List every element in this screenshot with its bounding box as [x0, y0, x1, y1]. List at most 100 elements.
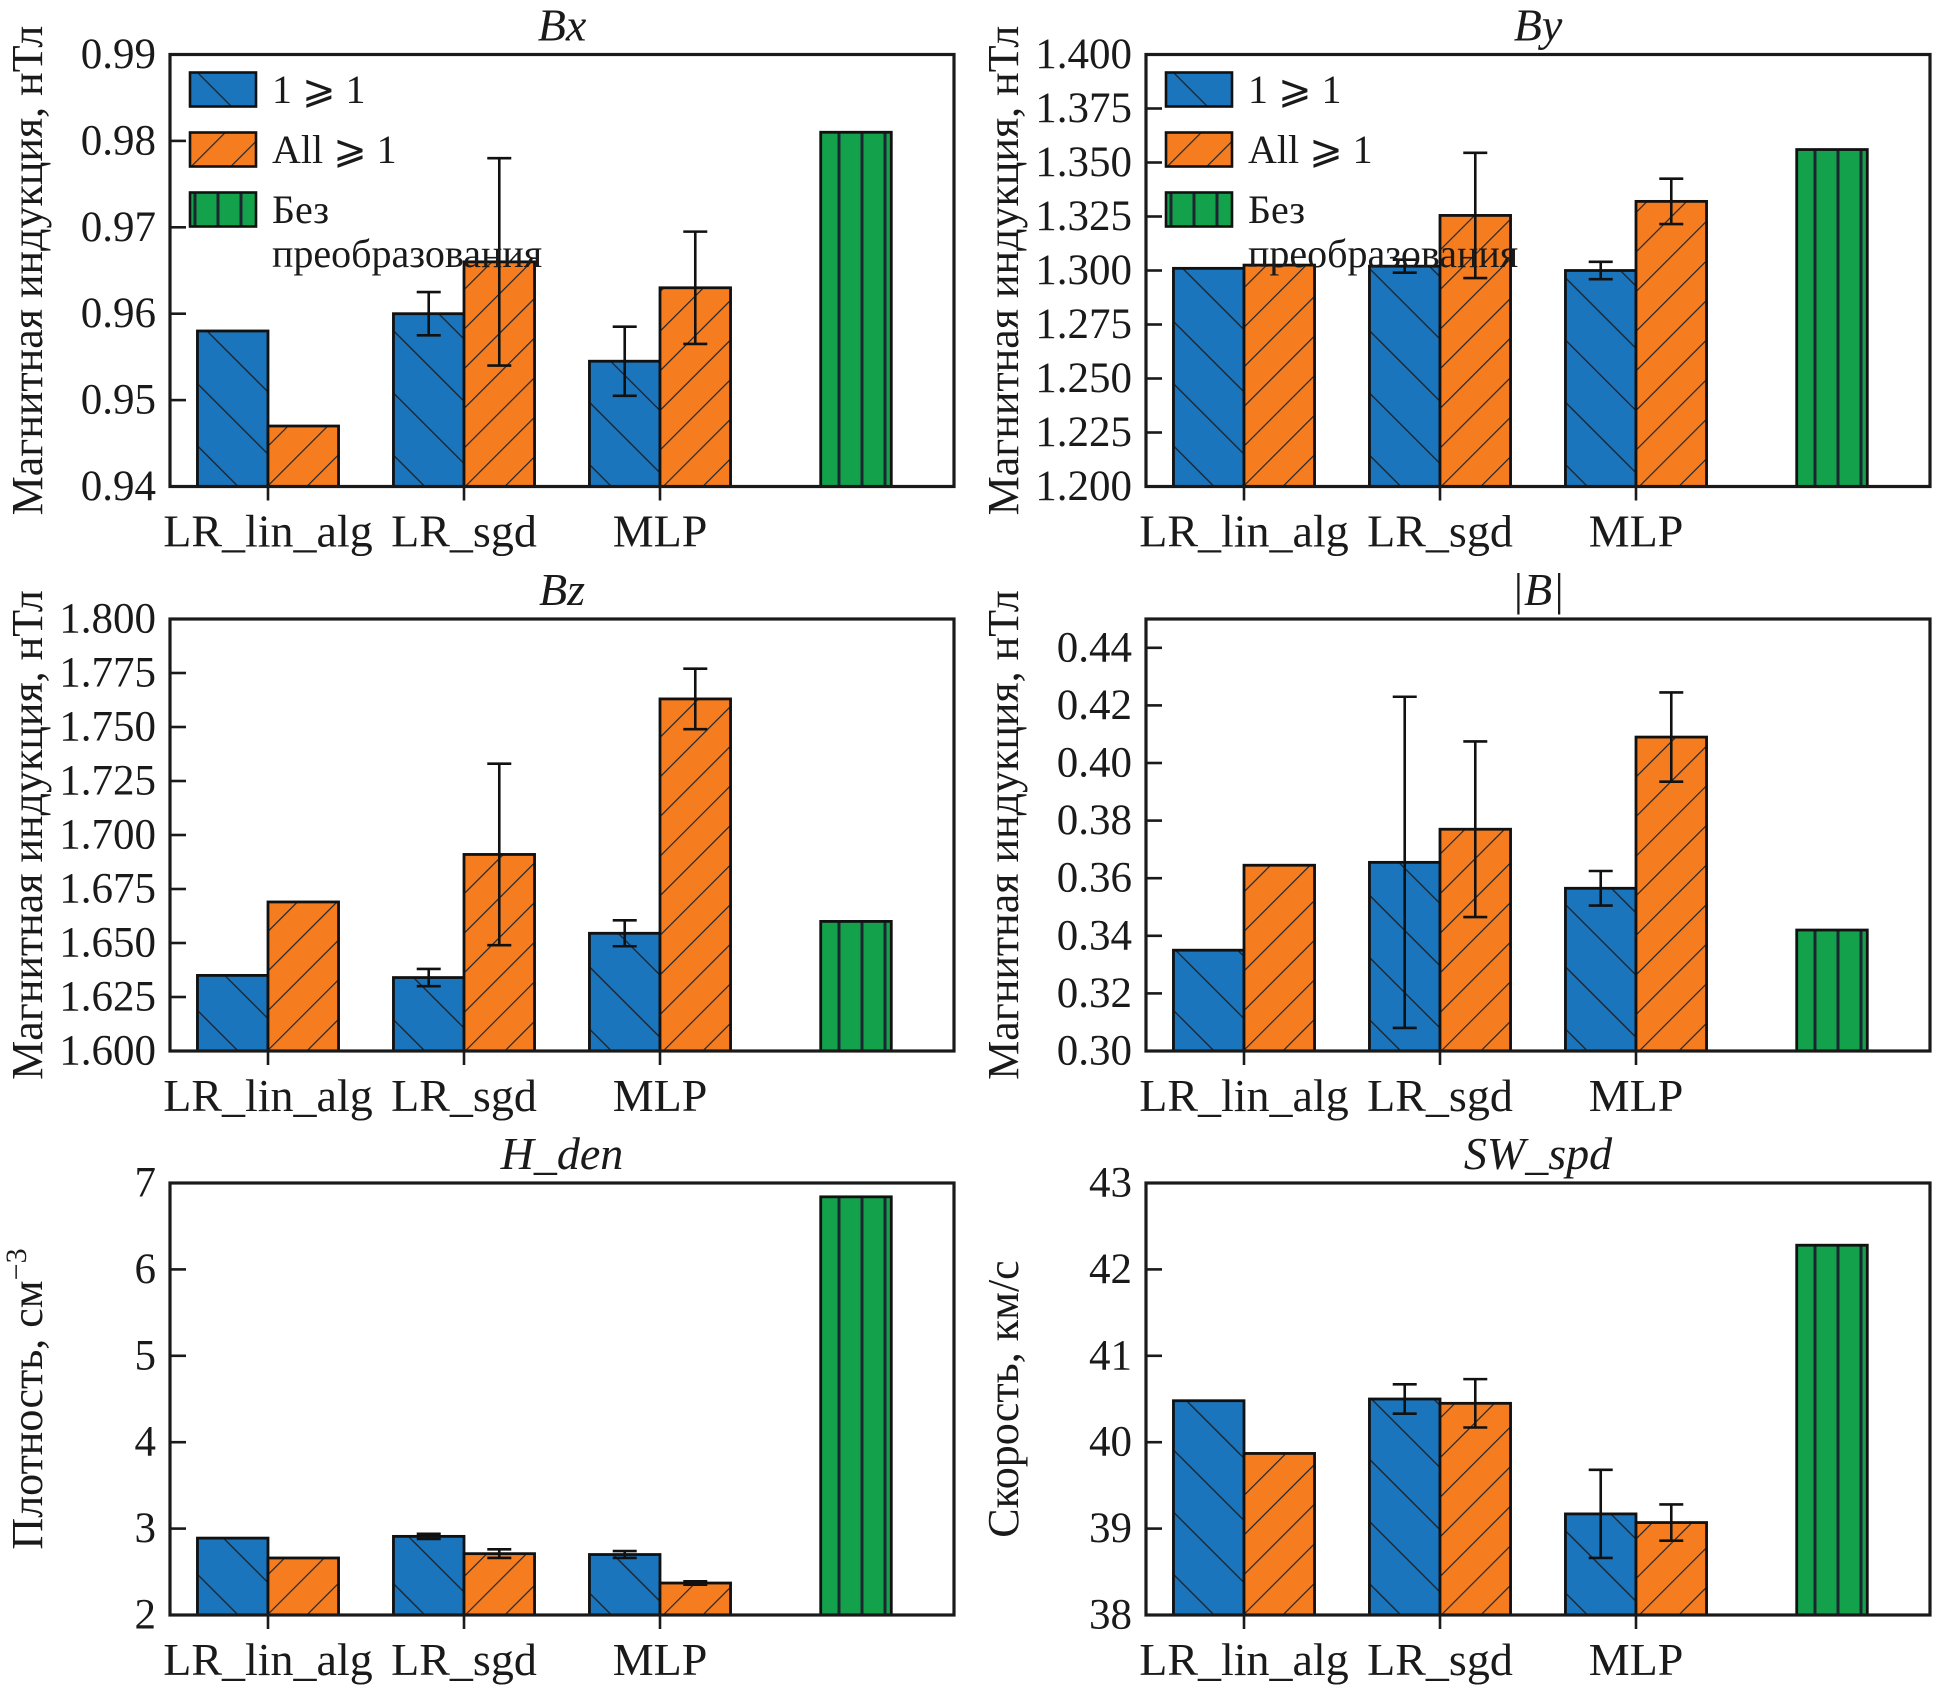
- chart-title: Bx: [538, 0, 587, 51]
- bar-orange-LR_lin_alg: [266, 424, 340, 488]
- svg-text:1.275: 1.275: [1035, 301, 1132, 348]
- bar-orange-MLP: [658, 286, 732, 488]
- x-ticks: LR_lin_alg LR_sgd MLP: [163, 1615, 707, 1685]
- bar-orange-LR_sgd: [1438, 1401, 1512, 1617]
- bar-blue-LR_sgd: [1368, 1397, 1442, 1617]
- chart-title: By: [1514, 0, 1563, 51]
- svg-text:3: 3: [135, 1505, 157, 1552]
- bar-blue-LR_lin_alg: [1172, 266, 1246, 488]
- bar-orange-LR_sgd: [1438, 214, 1512, 488]
- svg-text:0.32: 0.32: [1057, 970, 1132, 1017]
- error-bar: [683, 230, 708, 346]
- svg-text:38: 38: [1089, 1592, 1132, 1639]
- error-bar: [1392, 695, 1417, 1030]
- legend-label: All ⩾ 1: [1248, 127, 1373, 172]
- error-bar: [1392, 258, 1417, 274]
- bar-green-baseline: [1795, 928, 1869, 1053]
- error-bar: [1392, 1383, 1417, 1415]
- error-bar: [1659, 177, 1684, 226]
- x-category-label: LR_sgd: [391, 506, 537, 557]
- legend-label: Без: [272, 187, 329, 232]
- legend-label: All ⩾ 1: [272, 127, 397, 172]
- svg-text:0.99: 0.99: [81, 31, 156, 78]
- svg-text:7: 7: [135, 1160, 157, 1207]
- x-category-label: MLP: [613, 1634, 708, 1685]
- bar-orange-LR_lin_alg: [266, 1556, 340, 1617]
- bar-blue-LR_sgd: [392, 1534, 466, 1617]
- y-ticks: 1.200 1.225 1.250 1.275 1.300 1.325 1.350 1.375…: [1035, 31, 1162, 510]
- y-ticks: 0.30 0.32 0.34 0.36 0.38 0.40 0.42 0.44: [1057, 624, 1162, 1075]
- x-category-label: MLP: [1589, 506, 1684, 557]
- x-category-label: MLP: [1589, 1070, 1684, 1121]
- bar-orange-MLP: [658, 697, 732, 1053]
- bar-orange-MLP: [1634, 735, 1708, 1053]
- bar-orange-LR_lin_alg: [266, 900, 340, 1053]
- chart-sw-spd: SW_spd Скорость, км/с 38 39 40 41 42 43 LR_li: [976, 1129, 1952, 1693]
- svg-text:0.96: 0.96: [81, 290, 156, 337]
- x-category-label: MLP: [1589, 1634, 1684, 1685]
- axis-frame: [1144, 617, 1932, 1053]
- y-ticks: 1.600 1.625 1.650 1.675 1.700 1.725 1.750 1.775…: [59, 596, 186, 1075]
- legend-label: Без: [1248, 187, 1305, 232]
- x-category-label: LR_lin_alg: [163, 1070, 373, 1121]
- svg-text:1.675: 1.675: [59, 866, 156, 913]
- error-bar: [612, 325, 637, 398]
- y-ticks: 0.94 0.95 0.96 0.97 0.98 0.99: [81, 31, 186, 510]
- y-ticks: 2 3 4 5 6 7: [135, 1160, 186, 1639]
- error-bar: [487, 762, 512, 947]
- svg-text:5: 5: [135, 1332, 157, 1379]
- y-axis-title: Магнитная индукция, нТл: [979, 590, 1028, 1080]
- bar-blue-MLP: [588, 1553, 662, 1617]
- svg-text:0.30: 0.30: [1057, 1028, 1132, 1075]
- axis-frame: [168, 52, 956, 489]
- chart-title: H_den: [500, 1129, 624, 1179]
- x-ticks: LR_lin_alg LR_sgd MLP: [1139, 486, 1684, 557]
- svg-text:1.200: 1.200: [1035, 463, 1132, 510]
- bar-blue-LR_lin_alg: [1172, 1399, 1246, 1617]
- svg-text:1.800: 1.800: [59, 596, 156, 643]
- svg-text:1.725: 1.725: [59, 758, 156, 805]
- error-bar: [1463, 151, 1488, 280]
- x-category-label: LR_sgd: [1367, 1070, 1513, 1121]
- bar-green-baseline: [819, 919, 893, 1053]
- svg-text:0.38: 0.38: [1057, 797, 1132, 844]
- x-ticks: LR_lin_alg LR_sgd MLP: [163, 486, 707, 557]
- x-category-label: LR_lin_alg: [163, 1634, 373, 1685]
- bar-blue-MLP: [1564, 269, 1638, 488]
- legend-swatch-blue: [188, 71, 258, 108]
- by-plot: By Магнитная индукция, нТл 1.200 1.225 1.250…: [979, 0, 1932, 557]
- error-bar: [1463, 1377, 1488, 1429]
- chart-bz: Bz Магнитная индукция, нТл 1.600 1.625 1.650…: [0, 565, 976, 1129]
- chart-b-abs: |B| Магнитная индукция, нТл 0.30 0.32 0.34 0.…: [976, 565, 1952, 1129]
- error-bar: [416, 1532, 441, 1541]
- svg-text:42: 42: [1089, 1246, 1132, 1293]
- svg-text:1.225: 1.225: [1035, 409, 1132, 456]
- axis-frame: [168, 1181, 956, 1617]
- error-bar: [487, 156, 512, 367]
- error-bar: [1588, 260, 1613, 281]
- svg-text:0.40: 0.40: [1057, 740, 1132, 787]
- svg-text:1.400: 1.400: [1035, 31, 1132, 78]
- babs-plot: |B|Магнитная индукция, нТл 0.300.320.340.…: [979, 565, 1932, 1121]
- legend-label: 1 ⩾ 1: [1248, 67, 1342, 112]
- svg-text:1.300: 1.300: [1035, 247, 1132, 294]
- bar-blue-MLP: [588, 931, 662, 1053]
- error-bar: [487, 1548, 512, 1560]
- error-bar: [1588, 869, 1613, 907]
- chart-bx: Bx Магнитная индукция, нТл 0.94 0.95 0.96 0.9…: [0, 0, 976, 565]
- x-category-label: LR_sgd: [1367, 506, 1513, 557]
- legend-swatch-orange: [188, 131, 258, 168]
- axis-frame: [1144, 1181, 1932, 1617]
- bar-orange-LR_lin_alg: [1242, 263, 1316, 488]
- bar-blue-LR_lin_alg: [196, 973, 270, 1053]
- bar-blue-MLP: [1564, 886, 1638, 1053]
- svg-text:1.250: 1.250: [1035, 355, 1132, 402]
- x-category-label: LR_sgd: [391, 1634, 537, 1685]
- chart-title: Bz: [539, 565, 585, 615]
- axis-frame: [1144, 52, 1932, 489]
- bar-blue-LR_sgd: [392, 976, 466, 1053]
- bar-orange-LR_sgd: [462, 1552, 536, 1617]
